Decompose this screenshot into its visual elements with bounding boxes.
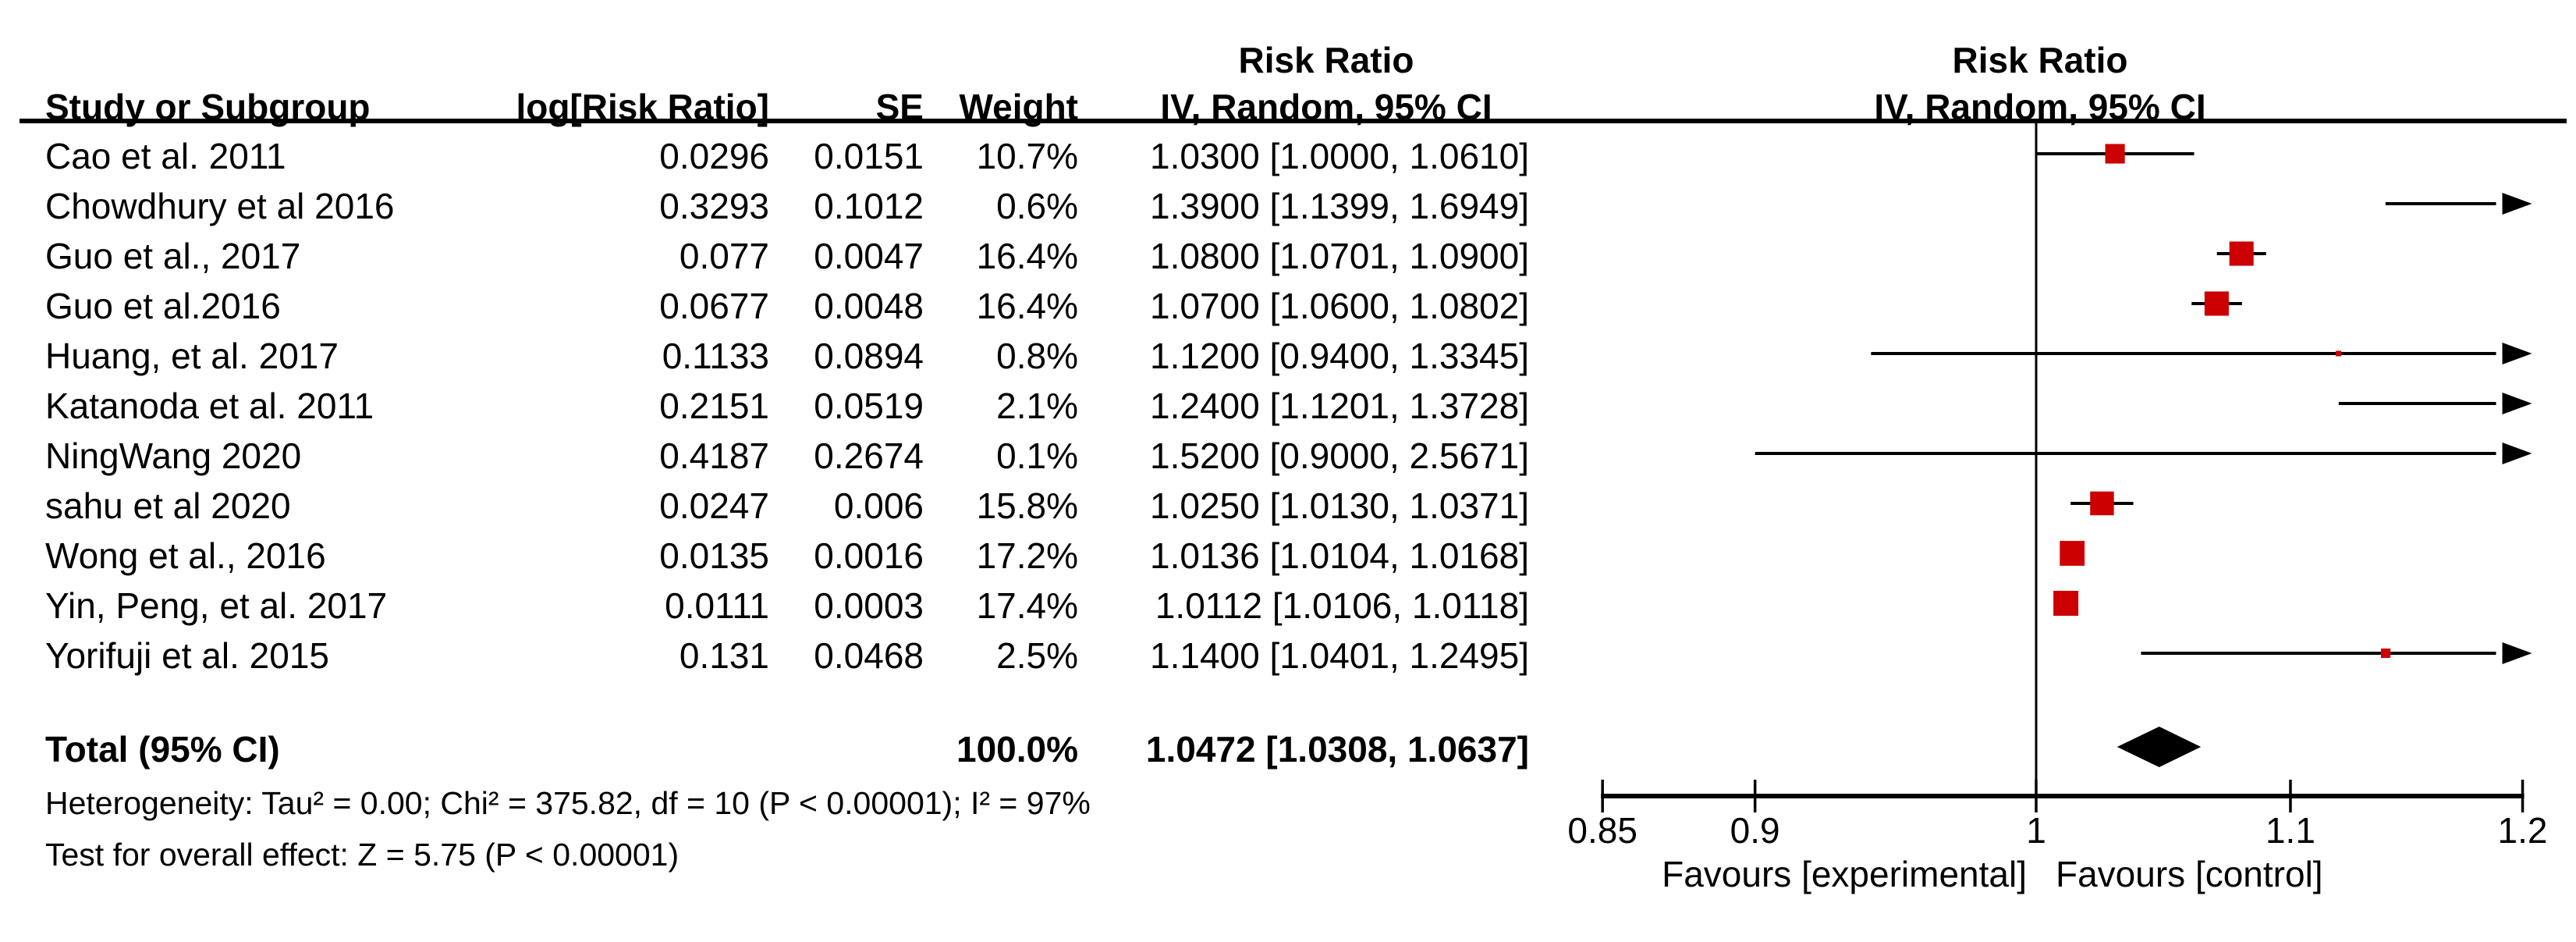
log-risk-ratio-value: 0.0247 (659, 485, 769, 526)
log-risk-ratio-value: 0.1133 (662, 336, 769, 376)
study-name: Guo et al.2016 (45, 286, 281, 326)
log-risk-ratio-value: 0.0677 (659, 286, 769, 326)
heterogeneity-note: Heterogeneity: Tau² = 0.00; Chi² = 375.8… (45, 785, 1091, 821)
weight-value: 16.4% (976, 286, 1078, 326)
study-name: Guo et al., 2017 (45, 236, 301, 276)
risk-ratio-ci-value: 1.0136 [1.0104, 1.0168] (1150, 535, 1529, 576)
weight-value: 0.6% (996, 186, 1078, 226)
risk-ratio-ci-value: 1.5200 [0.9000, 2.5671] (1150, 435, 1529, 476)
log-risk-ratio-value: 0.0135 (659, 535, 769, 576)
risk-ratio-ci-value: 1.3900 [1.1399, 1.6949] (1150, 186, 1529, 226)
column-header-weight: Weight (959, 87, 1078, 127)
effect-square (2060, 541, 2085, 566)
weight-value: 10.7% (976, 136, 1078, 176)
column-header-study: Study or Subgroup (45, 87, 371, 127)
axis-tick (2289, 780, 2292, 812)
favours-experimental-label: Favours [experimental] (1662, 854, 2027, 894)
se-value: 0.0151 (814, 136, 924, 176)
risk-ratio-ci-value: 1.0300 [1.0000, 1.0610] (1150, 136, 1529, 176)
se-value: 0.0016 (814, 535, 924, 576)
risk-ratio-ci-value: 1.1200 [0.9400, 1.3345] (1150, 336, 1529, 376)
plot-header-risk-ratio: Risk Ratio (1952, 40, 2128, 80)
study-name: Katanoda et al. 2011 (45, 386, 374, 426)
clipped-arrow-right (2502, 443, 2532, 464)
study-name: Chowdhury et al 2016 (45, 186, 395, 226)
axis-tick-label: 1.1 (2265, 810, 2315, 851)
axis-tick-label: 0.9 (1730, 810, 1780, 851)
effect-square (2053, 591, 2079, 616)
column-header-se: SE (875, 87, 924, 127)
study-name: Huang, et al. 2017 (45, 336, 339, 376)
column-header-log-risk-ratio: log[Risk Ratio] (516, 87, 769, 127)
weight-value: 2.5% (996, 635, 1078, 676)
axis-tick-label: 1.2 (2497, 810, 2548, 851)
se-value: 0.0003 (814, 585, 924, 626)
effect-square (2105, 144, 2125, 164)
study-name: Yin, Peng, et al. 2017 (45, 585, 388, 626)
log-risk-ratio-value: 0.4187 (659, 435, 769, 476)
se-value: 0.0047 (814, 236, 924, 276)
no-effect-line (2035, 123, 2038, 798)
favours-control-label: Favours [control] (2056, 854, 2323, 894)
study-name: NingWang 2020 (45, 435, 302, 476)
risk-ratio-ci-value: 1.0800 [1.0701, 1.0900] (1150, 236, 1529, 276)
se-value: 0.1012 (814, 186, 924, 226)
column-header-risk-ratio-line1: Risk Ratio (1238, 40, 1414, 80)
clipped-arrow-right (2502, 642, 2532, 664)
study-name: Wong et al., 2016 (45, 535, 326, 576)
pooled-diamond (2117, 727, 2202, 767)
header-rule (20, 119, 2567, 123)
clipped-arrow-right (2502, 193, 2532, 215)
effect-square (2381, 648, 2391, 659)
log-risk-ratio-value: 0.2151 (659, 386, 769, 426)
effect-square (2336, 350, 2342, 357)
axis-line (1601, 794, 2525, 798)
risk-ratio-ci-value: 1.0700 [1.0600, 1.0802] (1150, 286, 1529, 326)
axis-tick (2035, 780, 2038, 812)
log-risk-ratio-value: 0.0296 (659, 136, 769, 176)
log-risk-ratio-value: 0.3293 (659, 186, 769, 226)
plot-header-model: IV, Random, 95% CI (1874, 87, 2206, 127)
log-risk-ratio-value: 0.077 (679, 236, 769, 276)
risk-ratio-ci-value: 1.1400 [1.0401, 1.2495] (1150, 635, 1529, 676)
total-ci-value: 1.0472 [1.0308, 1.0637] (1145, 729, 1529, 770)
risk-ratio-ci-value: 1.0112 [1.0106, 1.0118] (1155, 585, 1529, 626)
weight-value: 15.8% (976, 485, 1078, 526)
effect-square (2204, 291, 2229, 316)
axis-tick (1753, 780, 1757, 812)
effect-square (2090, 491, 2114, 516)
weight-value: 0.1% (996, 435, 1078, 476)
clipped-arrow-right (2502, 343, 2532, 364)
axis-tick (2521, 780, 2525, 812)
study-name: Cao et al. 2011 (45, 136, 286, 176)
weight-value: 17.4% (976, 585, 1078, 626)
axis-tick-label: 1 (2026, 810, 2046, 851)
weight-value: 0.8% (996, 336, 1078, 376)
axis-tick (1601, 780, 1604, 812)
study-name: sahu et al 2020 (45, 485, 291, 526)
risk-ratio-ci-value: 1.0250 [1.0130, 1.0371] (1150, 485, 1529, 526)
weight-value: 2.1% (996, 386, 1078, 426)
se-value: 0.0894 (814, 336, 924, 376)
effect-square (2229, 241, 2254, 266)
study-name: Yorifuji et al. 2015 (45, 635, 330, 676)
se-value: 0.0519 (814, 386, 924, 426)
se-value: 0.0468 (814, 635, 924, 676)
log-risk-ratio-value: 0.0111 (665, 585, 769, 626)
se-value: 0.2674 (814, 435, 924, 476)
weight-value: 17.2% (976, 535, 1078, 576)
weight-value: 16.4% (976, 236, 1078, 276)
axis-tick-label: 0.85 (1567, 810, 1637, 851)
column-header-risk-ratio-line2: IV, Random, 95% CI (1160, 87, 1492, 127)
clipped-arrow-right (2502, 393, 2532, 414)
risk-ratio-ci-value: 1.2400 [1.1201, 1.3728] (1150, 386, 1529, 426)
total-weight-value: 100.0% (956, 729, 1078, 770)
se-value: 0.006 (833, 485, 924, 526)
se-value: 0.0048 (814, 286, 924, 326)
overall-effect-note: Test for overall effect: Z = 5.75 (P < 0… (45, 837, 679, 873)
total-row-label: Total (95% CI) (45, 729, 280, 770)
log-risk-ratio-value: 0.131 (679, 635, 769, 676)
